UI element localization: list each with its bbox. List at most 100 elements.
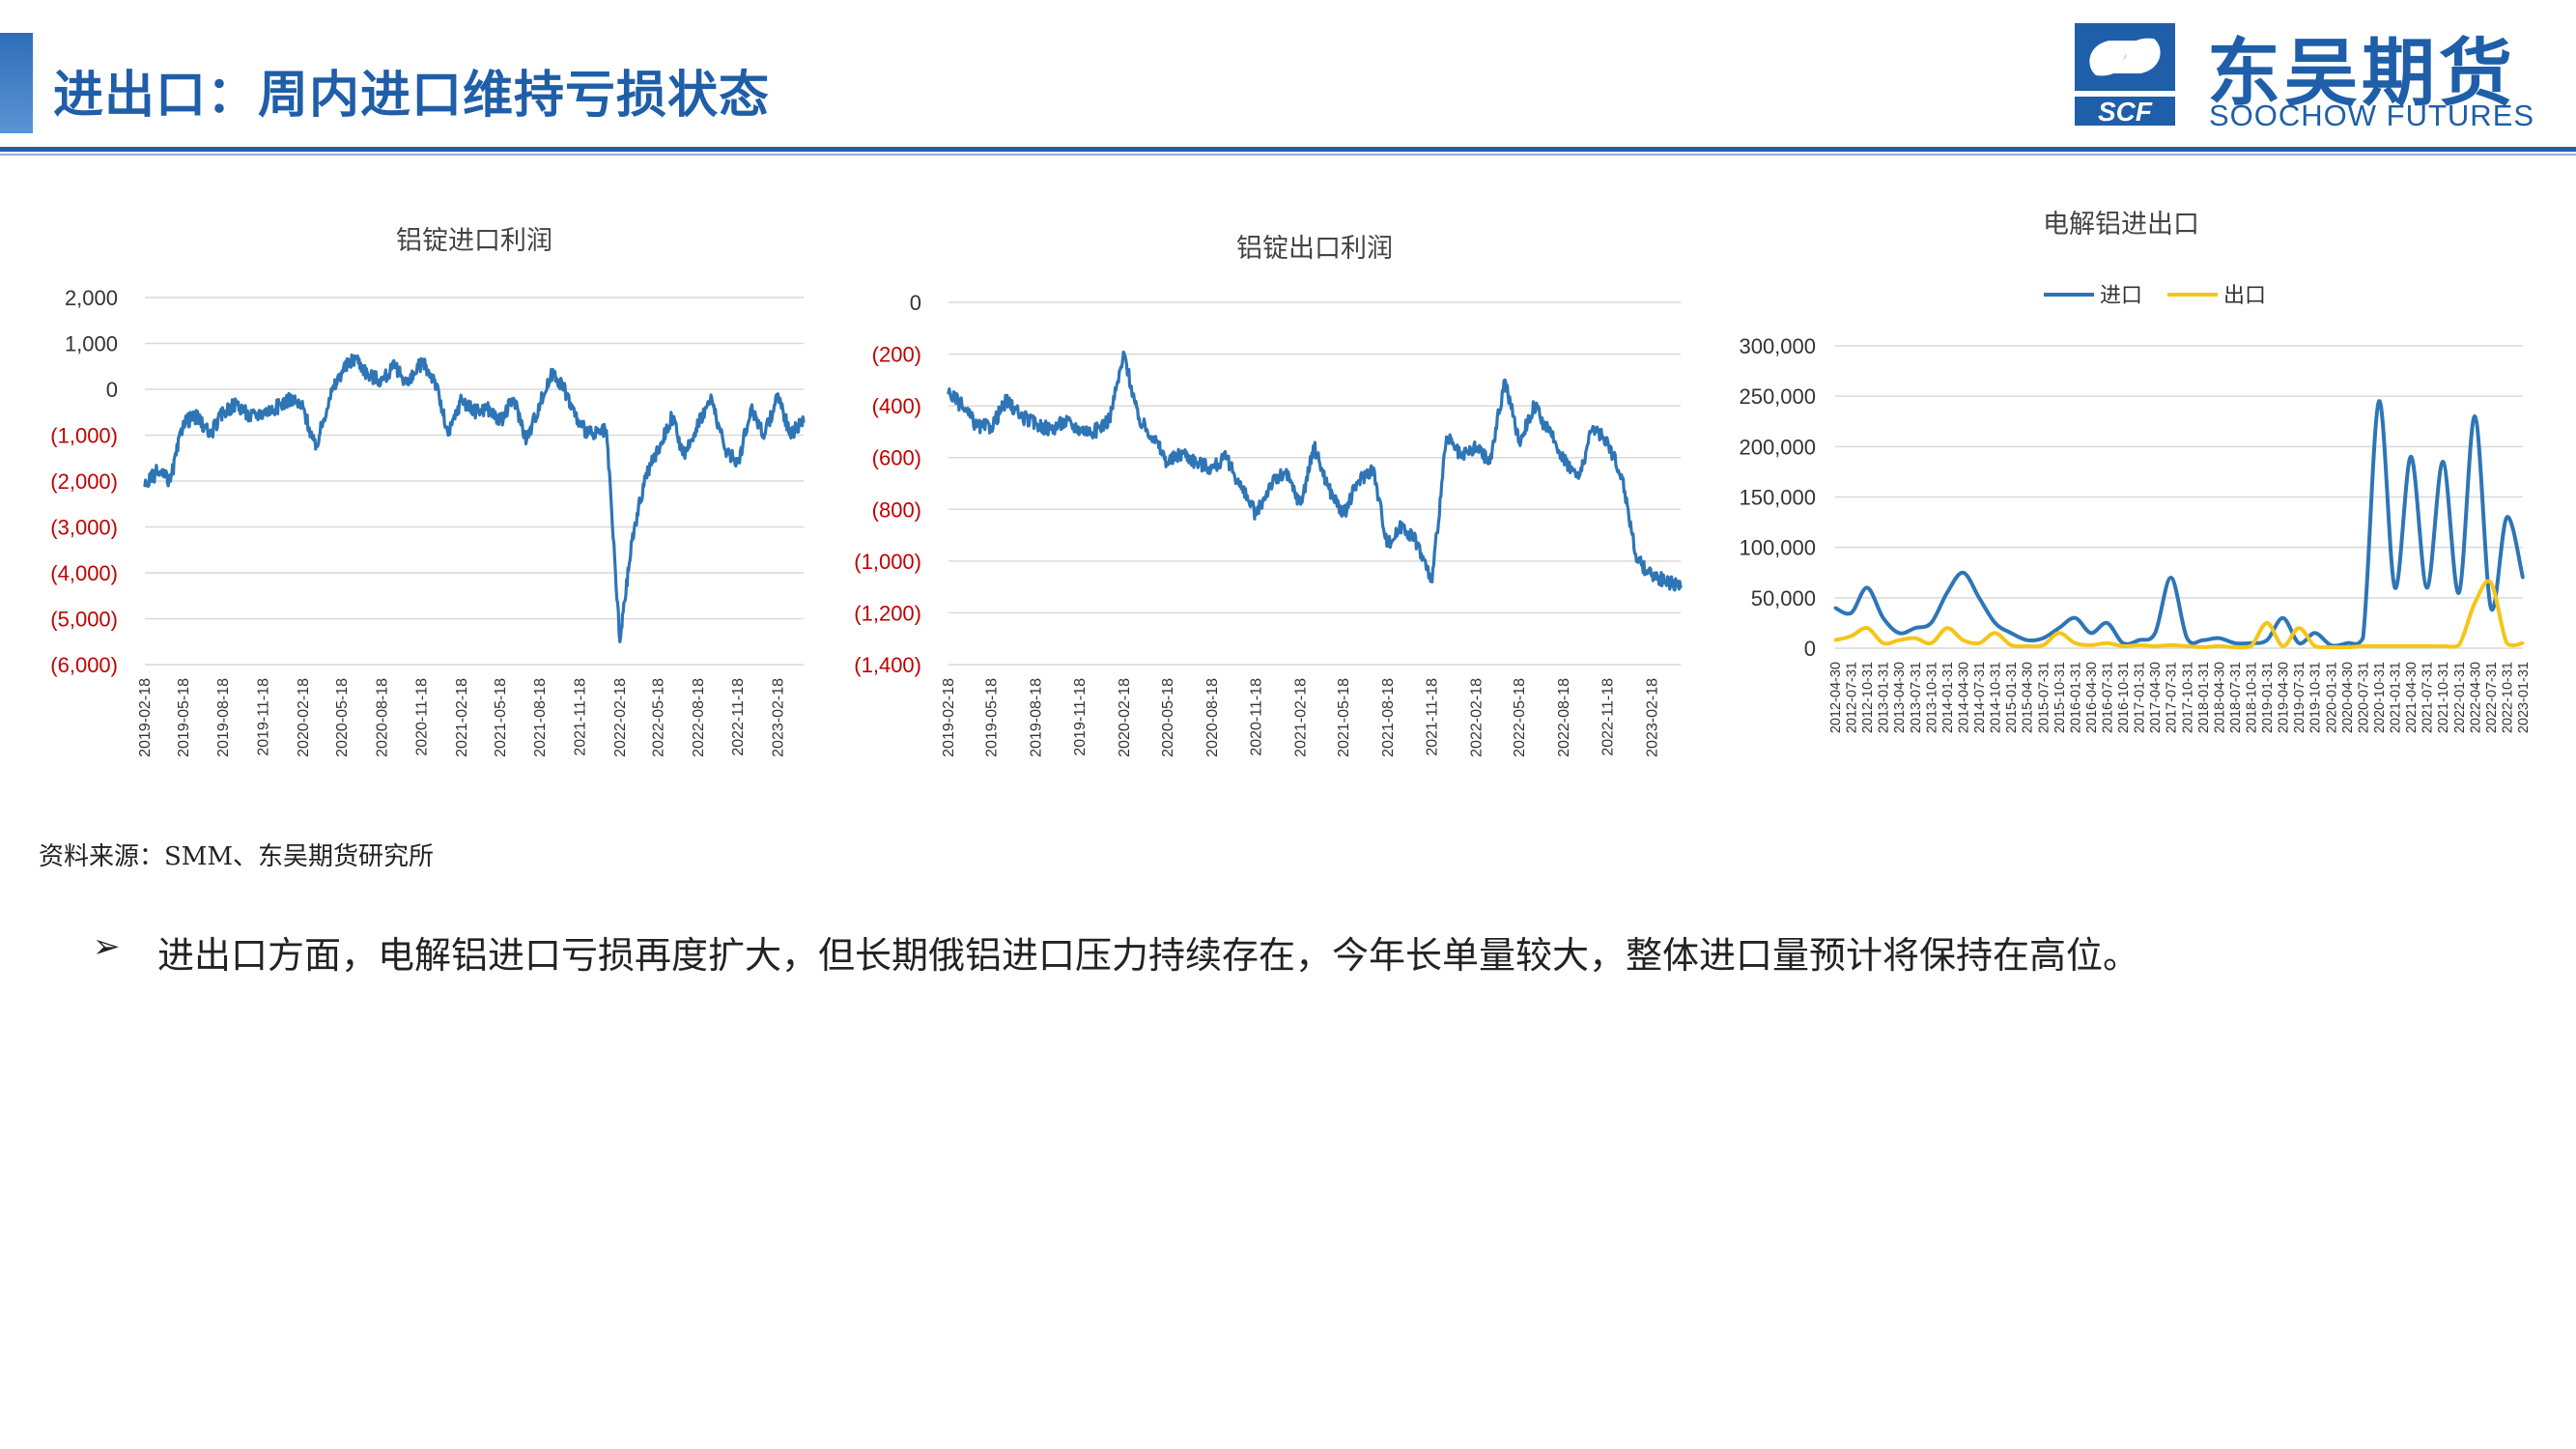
data-point [485,406,490,410]
data-point [1255,513,1259,517]
data-point [1430,580,1434,583]
data-point [524,438,528,441]
data-point [261,411,266,414]
data-point [2361,644,2364,648]
x-tick-label: 2012-10-31 [1860,662,1876,733]
y-tick-label: (200) [872,343,921,367]
x-tick-label: 2021-01-31 [2389,662,2404,733]
data-point [2265,639,2269,642]
logo-english-name: SOOCHOW FUTURES [2209,99,2535,132]
y-tick-label: (1,400) [854,653,921,677]
data-point [1850,635,1854,638]
data-point [1108,416,1112,421]
data-point [1994,631,1997,635]
data-point [1865,626,1869,630]
data-point [301,406,305,410]
data-point [1882,616,1885,620]
data-point [2041,637,2045,640]
data-point [2297,641,2301,645]
company-logo: SCF 东吴期货 SOOCHOW FUTURES [2067,14,2550,137]
data-point [2281,616,2285,620]
data-point [2457,643,2461,647]
data-point [1033,422,1037,426]
data-point [2233,645,2237,649]
data-point [433,378,437,383]
series-line [143,353,806,643]
x-tick-label: 2022-08-18 [1556,678,1572,757]
data-point [565,392,569,396]
data-point [2106,641,2109,645]
data-point [960,404,964,408]
data-point [1576,476,1580,480]
chart-title: 铝锭出口利润 [1236,234,1393,264]
data-point [1679,585,1683,589]
y-tick-label: (6,000) [50,653,118,677]
y-tick-label: 200,000 [1739,435,1816,459]
header: 进出口：周内进口维持亏损状态 SCF 东吴期货 SOOCHOW FUTURES [0,0,2576,156]
data-point [2345,645,2349,649]
data-point [407,383,410,386]
data-point [2121,641,2125,645]
scf-logo-icon: SCF [2067,15,2183,129]
title-accent-bar [0,33,33,133]
x-tick-label: 2019-07-31 [2292,662,2307,733]
data-point [1166,461,1170,465]
data-point [2505,515,2508,519]
y-tick-label: 250,000 [1739,384,1816,409]
x-tick-label: 2020-04-30 [2340,662,2356,733]
logo-chinese-name: 东吴期货 [2207,30,2516,116]
data-point [2313,644,2317,648]
data-point [776,392,780,396]
data-point [274,406,278,410]
y-tick-label: 300,000 [1739,334,1816,358]
data-point [1591,425,1595,429]
data-point [538,401,542,405]
data-point [156,469,159,474]
data-point [2025,639,2029,642]
x-tick-label: 2016-01-31 [2068,662,2083,733]
header-divider [0,147,2576,152]
y-tick-label: 2,000 [65,286,118,310]
data-point [2057,626,2061,630]
data-point [1415,541,1419,545]
series-line-import [1834,399,2525,648]
data-point [2313,631,2317,635]
y-tick-label: (4,000) [50,561,118,585]
data-point [446,433,450,438]
data-point [2137,643,2141,647]
x-tick-label: 2019-10-31 [2308,662,2324,733]
y-tick-label: 50,000 [1751,586,1816,611]
data-point [1180,450,1184,454]
data-point [1195,461,1199,465]
x-tick-label: 2012-07-31 [1845,662,1860,733]
data-point [1977,641,1981,645]
x-tick-label: 2021-11-18 [572,678,588,756]
data-point [2441,644,2445,648]
x-tick-label: 2020-11-18 [414,678,431,756]
chart-title: 电解铝进出口 [2043,210,2199,240]
data-point [314,447,318,451]
x-tick-label: 2022-07-31 [2484,662,2500,733]
data-point [578,424,582,428]
data-point [182,419,185,423]
data-point [327,396,331,401]
data-point [2185,637,2189,640]
data-point [2073,616,2077,620]
data-point [380,378,383,383]
data-point [670,414,674,419]
data-point [2169,576,2173,580]
x-tick-label: 2023-02-18 [1645,678,1661,757]
x-tick-label: 2021-04-30 [2404,662,2420,733]
data-point [221,411,225,414]
data-point [605,429,609,433]
data-point [750,406,753,410]
x-tick-label: 2013-01-31 [1877,662,1892,733]
data-point [1049,427,1053,431]
data-point [1019,414,1023,418]
x-tick-label: 2019-08-18 [1028,678,1044,757]
chart-export-profit: 铝锭出口利润 0 (200) (400) (600) (800) (1,000) (1,200… [840,213,1710,792]
data-point [1994,621,1997,625]
data-point [2217,637,2221,640]
y-tick-label: 0 [1804,637,1816,661]
data-point [2393,644,2396,648]
